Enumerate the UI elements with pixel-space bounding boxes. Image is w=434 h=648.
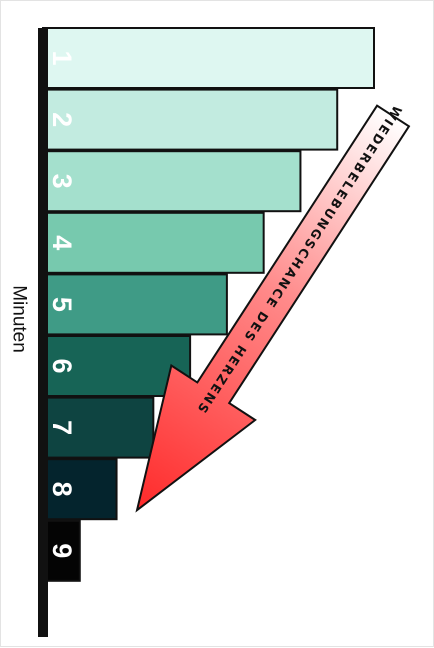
axis-label: Minuten [9, 285, 30, 353]
bar-minute-4 [42, 211, 265, 274]
bar-minute-3 [42, 150, 302, 213]
bar-label-minute-9: 9 [47, 543, 77, 558]
bar-label-minute-6: 6 [47, 358, 77, 373]
bar-minute-8 [42, 458, 118, 521]
bar-minute-5 [42, 273, 228, 336]
bar-label-minute-2: 2 [47, 112, 77, 127]
bar-label-minute-8: 8 [47, 482, 77, 497]
bar-minute-1 [42, 27, 375, 89]
bar-label-minute-1: 1 [47, 50, 77, 65]
bar-label-minute-5: 5 [47, 297, 77, 312]
arrow-shape [135, 104, 411, 513]
bar-label-minute-7: 7 [47, 420, 77, 435]
bar-minute-7 [42, 396, 155, 459]
bar-labels-group: 1 2 3 4 5 6 7 8 9 [47, 50, 77, 558]
bars-group [42, 27, 375, 582]
bar-label-minute-3: 3 [47, 174, 77, 189]
bar-minute-2 [42, 88, 339, 151]
bar-label-minute-4: 4 [47, 235, 77, 250]
